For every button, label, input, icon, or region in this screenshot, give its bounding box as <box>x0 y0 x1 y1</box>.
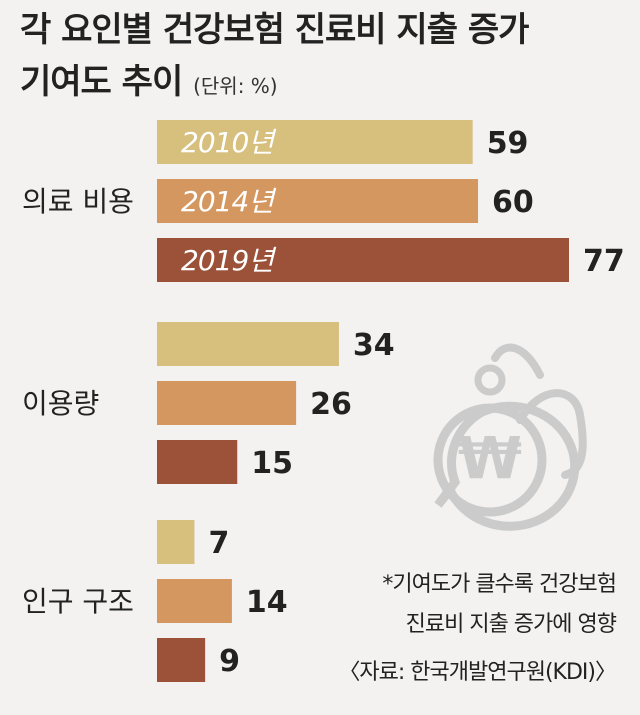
svg-text:₩: ₩ <box>458 424 522 492</box>
legend-entry: 2019년 <box>181 244 277 277</box>
bar <box>157 120 473 164</box>
bar <box>157 579 232 623</box>
legend-entry: 2014년 <box>181 185 277 218</box>
data-label: 14 <box>246 585 288 620</box>
data-label: 9 <box>219 644 240 679</box>
data-label: 7 <box>208 526 229 561</box>
stethoscope-won-icon: ₩ <box>433 343 587 531</box>
data-label: 26 <box>310 387 352 422</box>
unit-label: (단위: %) <box>193 74 278 98</box>
bar <box>157 440 238 484</box>
data-label: 77 <box>583 244 625 279</box>
legend-entry: 2010년 <box>181 126 277 159</box>
bar <box>157 638 206 682</box>
category-label: 의료 비용 <box>22 185 134 218</box>
data-label: 60 <box>492 185 534 220</box>
category-label: 인구 구조 <box>22 585 134 618</box>
source-label: 〈자료: 한국개발연구원(KDI)〉 <box>338 660 617 685</box>
data-label: 59 <box>487 126 529 161</box>
note-line-1: *기여도가 클수록 건강보험 <box>382 572 617 597</box>
title-line-1: 각 요인별 건강보험 진료비 지출 증가 <box>20 10 529 50</box>
bar <box>157 381 297 425</box>
title-line-2: 기여도 추이 (단위: %) <box>20 56 528 112</box>
bar <box>157 322 339 366</box>
category-label: 이용량 <box>22 387 99 420</box>
data-label: 15 <box>251 446 293 481</box>
bar <box>157 179 479 223</box>
chart-title: 각 요인별 건강보험 진료비 지출 증가 기여도 추이 (단위: %) <box>20 4 529 112</box>
note-line-2: 진료비 지출 증가에 영향 <box>405 612 617 637</box>
data-label: 34 <box>353 328 395 363</box>
bar <box>157 520 195 564</box>
bar <box>157 238 569 282</box>
title-line-2-text: 기여도 추이 <box>20 62 183 102</box>
